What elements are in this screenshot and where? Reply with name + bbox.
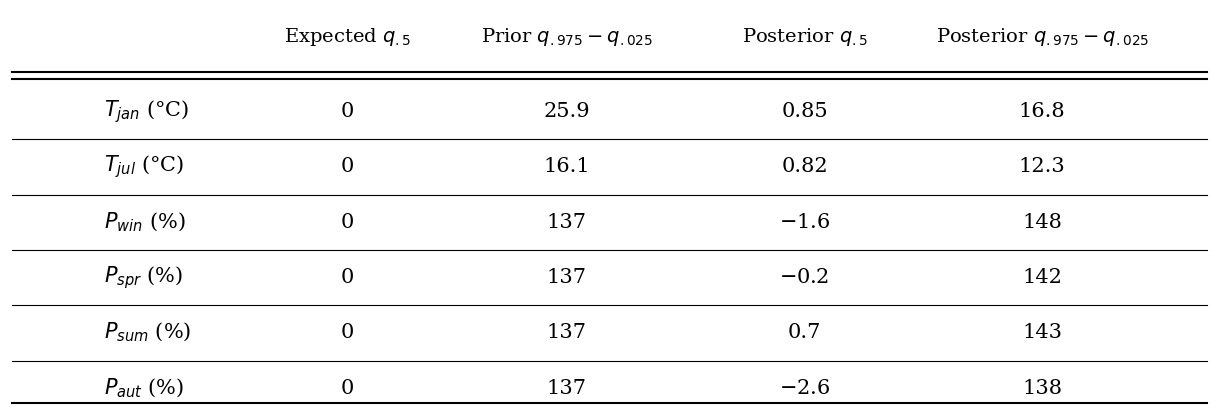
Text: 0: 0: [341, 268, 354, 287]
Text: Posterior $q_{.5}$: Posterior $q_{.5}$: [741, 26, 868, 48]
Text: Prior $q_{.975} - q_{.025}$: Prior $q_{.975} - q_{.025}$: [480, 26, 653, 48]
Text: 138: 138: [1023, 379, 1062, 398]
Text: 0: 0: [341, 157, 354, 176]
Text: $T_{jul}$ (°C): $T_{jul}$ (°C): [104, 154, 184, 180]
Text: 0: 0: [341, 379, 354, 398]
Text: $-$2.6: $-$2.6: [779, 379, 830, 398]
Text: 137: 137: [547, 323, 586, 342]
Text: 143: 143: [1023, 323, 1062, 342]
Text: Posterior $q_{.975} - q_{.025}$: Posterior $q_{.975} - q_{.025}$: [936, 26, 1148, 48]
Text: 16.1: 16.1: [544, 157, 590, 176]
Text: $-$0.2: $-$0.2: [779, 268, 830, 287]
Text: 148: 148: [1023, 213, 1062, 232]
Text: 137: 137: [547, 379, 586, 398]
Text: $P_{spr}$ (%): $P_{spr}$ (%): [104, 264, 183, 291]
Text: 137: 137: [547, 268, 586, 287]
Text: 25.9: 25.9: [544, 102, 590, 121]
Text: $-$1.6: $-$1.6: [779, 213, 830, 232]
Text: 137: 137: [547, 213, 586, 232]
Text: 16.8: 16.8: [1019, 102, 1065, 121]
Text: Expected $q_{.5}$: Expected $q_{.5}$: [284, 26, 411, 48]
Text: $P_{sum}$ (%): $P_{sum}$ (%): [104, 321, 191, 344]
Text: 0.85: 0.85: [781, 102, 828, 121]
Text: $T_{jan}$ (°C): $T_{jan}$ (°C): [104, 98, 189, 125]
Text: 12.3: 12.3: [1019, 157, 1065, 176]
Text: 0.82: 0.82: [781, 157, 828, 176]
Text: $P_{win}$ (%): $P_{win}$ (%): [104, 211, 185, 234]
Text: $P_{aut}$ (%): $P_{aut}$ (%): [104, 377, 184, 400]
Text: 0.7: 0.7: [787, 323, 822, 342]
Text: 0: 0: [341, 323, 354, 342]
Text: 142: 142: [1023, 268, 1062, 287]
Text: 0: 0: [341, 102, 354, 121]
Text: 0: 0: [341, 213, 354, 232]
